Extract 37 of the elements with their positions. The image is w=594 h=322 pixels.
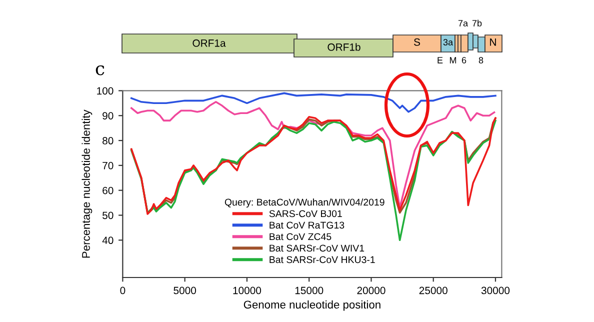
x-tick-label: 15000 (295, 286, 324, 294)
y-tick-label: 40 (102, 236, 114, 244)
text: ORF1b (328, 43, 360, 51)
y-tick-label: 50 (102, 212, 114, 220)
x-tick-label: 30000 (481, 286, 510, 294)
text: E (438, 57, 443, 64)
text: ORF1a (192, 39, 226, 47)
legend-label: Bat CoV ZC45 (270, 233, 332, 240)
x-tick-label: 20000 (357, 286, 386, 294)
y-tick-label: 80 (102, 137, 114, 144)
legend-label: Bat SARSr-CoV WIV1 (270, 244, 364, 252)
line-series (130, 120, 496, 242)
line-series (130, 101, 496, 209)
legend-title: Query: BetaCoV/Wuhan/WIV04/2019 (224, 198, 384, 208)
text: 3a (443, 39, 454, 46)
y-tick-label: 90 (102, 112, 114, 120)
text: M (450, 57, 456, 64)
legend-label: SARS-CoV BJ01 (269, 210, 342, 218)
x-tick-label: 25000 (419, 286, 448, 294)
y-tick-label: 70 (102, 162, 114, 170)
legend-label: Bat SARSr-CoV HKU3-1 (270, 256, 375, 264)
text: 8 (478, 57, 484, 64)
text: 7a (458, 20, 468, 26)
x-tick-label: 10000 (233, 286, 262, 294)
text: 6 (462, 57, 466, 64)
y-tick-label: 100 (97, 87, 114, 95)
x-tick-label: 0 (120, 286, 126, 294)
line-series (130, 92, 496, 113)
text: S (414, 38, 420, 46)
x-tick-label: 5000 (174, 286, 196, 294)
y-axis-title: Percentage nucleotide identity (82, 110, 92, 258)
x-axis-title: Genome nucleotide position (244, 300, 380, 311)
text: c (96, 65, 104, 76)
text: 7b (472, 20, 482, 26)
legend-label: Bat CoV RaTG13 (270, 222, 344, 229)
y-tick-label: 60 (102, 186, 114, 194)
text: N (490, 38, 496, 46)
